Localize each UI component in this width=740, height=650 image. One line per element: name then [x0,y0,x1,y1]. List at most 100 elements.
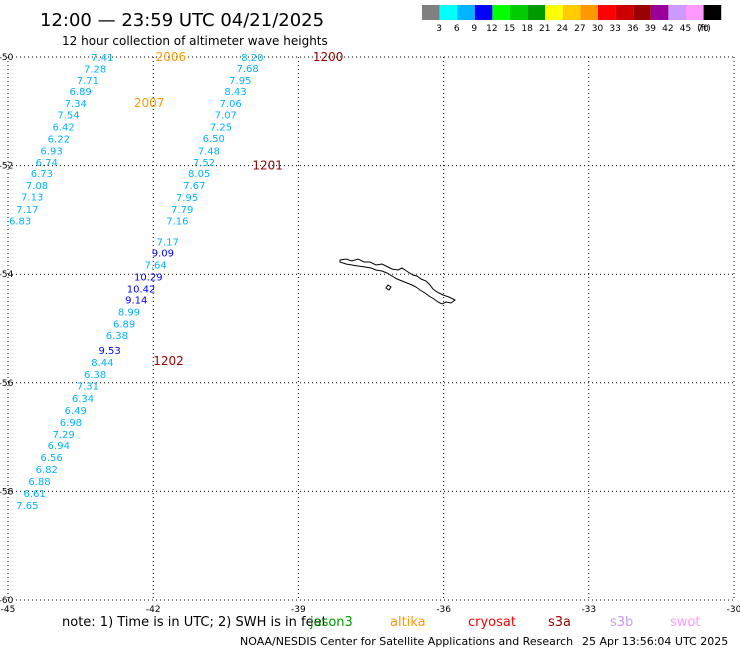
wave-height-value: 7.48 [198,146,220,157]
wave-height-value: 6.98 [60,418,82,429]
satellite-name: s3b [610,615,633,630]
colorbar-legend: 3 6 9 12 15 18 21 24 27 30 33 36 39 42 45 70(ft) [422,5,722,34]
wave-height-value: 8.43 [224,87,246,98]
colorbar-swatch [633,5,651,20]
colorbar-swatch [492,5,510,20]
south-georgia-island [339,258,456,305]
wave-height-value: 7.79 [171,205,193,216]
wave-height-value: 7.06 [220,99,242,110]
wave-height-value: 7.16 [166,216,188,227]
page-title: 12:00 — 23:59 UTC 04/21/2025 [40,10,324,31]
lat-tick-label: -52 [0,162,13,172]
wave-height-value: 7.41 [91,53,113,64]
pass-time-label: 2006 [156,50,187,64]
wave-height-value: 10.42 [127,284,156,295]
map-grid: -45 -42 -39 -36 -33 -30 -50 -52 -54 -56 -58 -60 [0,53,740,615]
wave-height-value: 6.73 [31,169,53,180]
wave-height-value: 6.61 [23,489,45,500]
lat-tick-label: -50 [0,53,14,63]
wave-height-value: 7.52 [193,158,215,169]
credit-line: NOAA/NESDIS Center for Satellite Applica… [240,635,573,648]
colorbar-swatch [457,5,475,20]
colorbar-tick-label: 24 [557,24,569,34]
lat-tick-label: -60 [0,596,14,606]
pass-time-label: 1201 [252,159,283,173]
satellite-legend: jason3 altika cryosat s3a s3b swot [309,615,700,630]
wave-height-value: 7.34 [65,99,87,110]
colorbar-tick-label: 18 [521,24,533,34]
wave-height-value: 7.07 [215,111,237,122]
wave-height-value: 7.25 [210,123,232,134]
colorbar-swatch [686,5,704,20]
colorbar-swatch [439,5,458,20]
wave-height-value: 6.22 [48,134,70,145]
colorbar-tick-label: 12 [486,24,497,34]
pass-time-label: 1202 [153,354,184,368]
colorbar-swatch [422,5,440,20]
colorbar-tick-label: 27 [574,24,585,34]
wave-height-value: 7.95 [229,76,251,87]
wave-height-value: 6.89 [69,87,91,98]
wave-height-value: 8.99 [118,308,140,319]
colorbar-swatch [562,5,581,20]
pass-time-label: 1200 [313,50,344,64]
wave-height-value: 7.29 [53,430,75,441]
colorbar-swatch [527,5,546,20]
generated-timestamp: 25 Apr 13:56:04 UTC 2025 [582,635,728,648]
colorbar-swatch [474,5,493,20]
colorbar-tick-label: 45 [680,24,691,34]
colorbar-swatch [668,5,686,20]
colorbar-swatch [703,5,722,20]
wave-height-value: 9.14 [125,296,147,307]
pass-time-label: 2007 [134,96,165,110]
colorbar-unit-label: (ft) [697,24,711,34]
wave-height-value: 8.44 [91,358,113,369]
satellite-name: s3a [548,615,571,630]
wave-height-value: 6.50 [203,134,225,145]
lon-tick-label: -30 [727,605,740,615]
wave-height-value: 6.83 [9,216,31,227]
wave-height-value: 7.71 [77,76,99,87]
pass-time-labels: 2006 2007 1200 1201 1202 [134,50,344,368]
wave-height-value: 6.88 [28,477,50,488]
wave-height-value: 9.53 [99,346,121,357]
colorbar-tick-label: 36 [627,24,639,34]
lon-tick-label: -45 [1,605,16,615]
colorbar-tick-label: 30 [592,24,604,34]
satellite-name: altika [390,615,426,630]
wave-height-value: 7.64 [144,260,166,271]
wave-height-value: 7.67 [183,181,205,192]
wave-height-value: 7.31 [77,382,99,393]
wave-height-value: 7.65 [16,501,38,512]
wave-height-value: 6.56 [40,453,62,464]
colorbar-tick-label: 33 [609,24,620,34]
colorbar-swatch [580,5,598,20]
colorbar-tick-label: 42 [662,24,673,34]
wave-height-value: 7.95 [176,193,198,204]
wave-height-value: 6.74 [36,158,58,169]
lon-tick-label: -42 [146,605,161,615]
colorbar-swatch [615,5,634,20]
wave-height-value: 6.49 [65,406,87,417]
colorbar-tick-label: 15 [504,24,515,34]
wave-height-value: 7.68 [236,64,258,75]
colorbar-swatch [545,5,563,20]
colorbar-tick-label: 6 [454,24,460,34]
wave-height-value: 8.05 [188,169,210,180]
wave-height-value: 9.09 [152,248,174,259]
colorbar-swatch [650,5,669,20]
wave-height-value: 10.29 [134,272,163,283]
footer-note: note: 1) Time is in UTC; 2) SWH is in fe… [62,615,327,630]
colorbar-tick-label: 39 [645,24,657,34]
wave-height-value: 8.20 [241,53,263,64]
satellite-name: swot [670,615,700,630]
wave-height-value: 6.82 [36,465,58,476]
page-subtitle: 12 hour collection of altimeter wave hei… [62,34,328,48]
wave-height-value: 6.89 [113,320,135,331]
wave-height-value: 6.93 [40,146,62,157]
wave-height-value: 6.34 [72,394,94,405]
colorbar-swatch [510,5,528,20]
lat-tick-label: -56 [0,379,14,389]
colorbar-tick-label: 9 [471,24,477,34]
